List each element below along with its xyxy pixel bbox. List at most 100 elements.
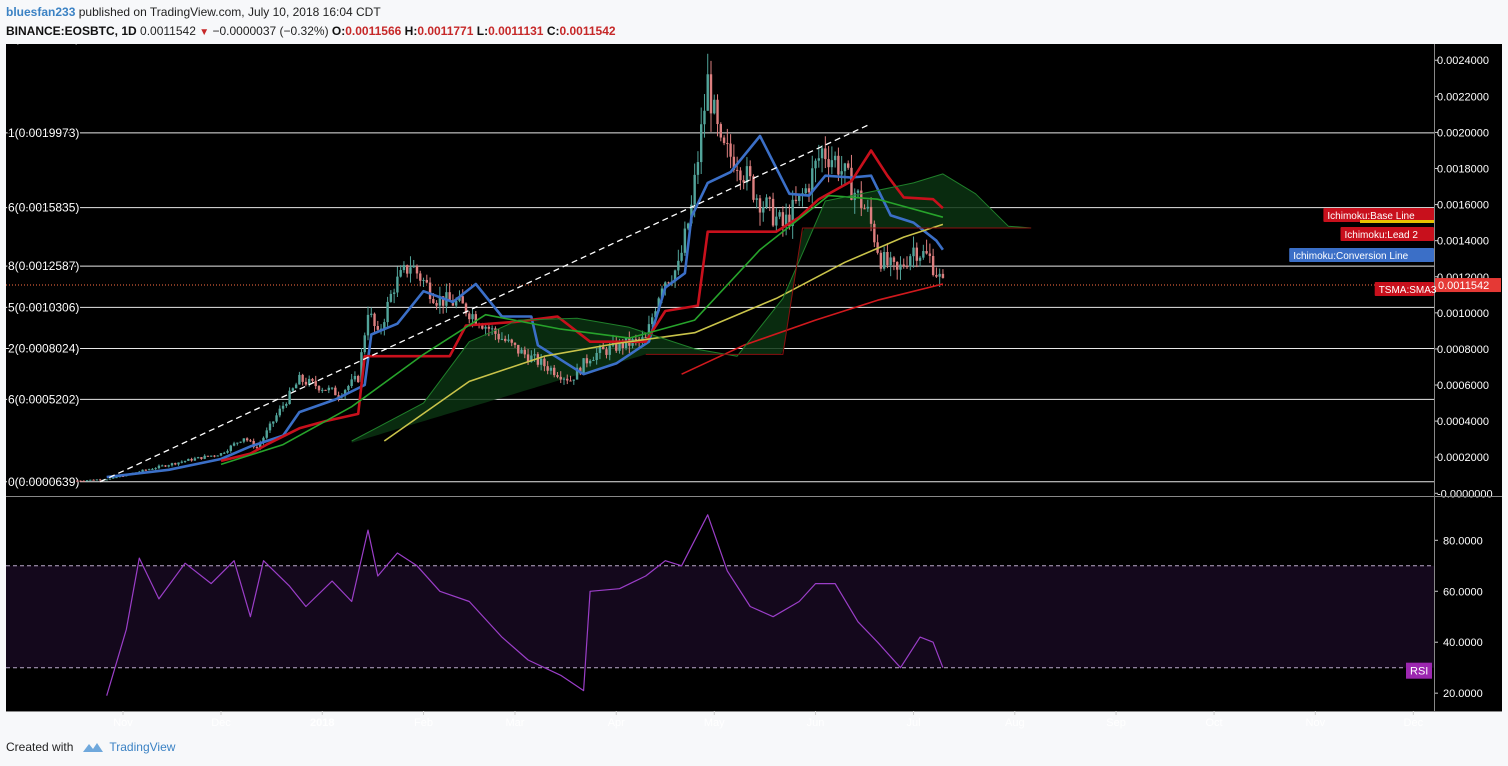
candle-body [497,333,500,340]
candle-body [634,339,638,341]
candle-body [210,455,213,457]
candle-body [353,375,357,380]
publish-info: bluesfan233 published on TradingView.com… [6,4,1502,20]
candle-body [572,379,575,381]
candle-body [847,163,850,168]
candle-body [745,166,749,183]
candle-body [690,204,693,224]
candle-body [794,199,798,202]
candle-body [468,313,471,320]
candle-body [758,198,762,213]
candle-body [765,197,768,207]
price-axis[interactable] [1434,44,1502,712]
candle-body [406,265,409,274]
price-tick-label-12: -0.0000000 [1437,488,1493,500]
candle-body [559,376,562,380]
candle-body [579,367,582,374]
time-label-10: Sep [1106,717,1126,729]
candle-body [843,163,847,172]
candle-body [373,313,376,327]
candle-body [308,378,311,385]
candle-body [255,447,259,449]
candle-body [618,341,621,351]
candle-body [543,358,546,367]
candle-body [824,148,827,160]
fib-label-5: 2(0.0008024) [8,342,79,356]
candle-body [523,349,526,355]
candle-body [360,352,363,383]
current-price-tag [1435,278,1501,293]
candle-body [683,228,687,253]
candle-body [700,124,703,163]
author-link[interactable]: bluesfan233 [6,5,76,19]
candle-body [735,169,739,171]
candle-body [539,358,543,365]
candle-body [141,469,144,472]
candle-body [151,468,154,470]
candle-body [304,381,308,385]
close-value: 0.0011542 [559,24,616,38]
candle-body [755,198,758,200]
candle-body [749,166,752,177]
candle-body [882,252,886,269]
rsi-tick-label-3: 20.0000 [1443,688,1483,700]
candle-body [840,171,843,175]
candle-body [817,158,820,161]
candle-body [853,192,856,200]
candle-body [732,156,736,170]
candle-body [170,463,174,466]
candle-body [216,455,219,457]
price-tick-label-10: 0.0004000 [1437,416,1489,428]
candle-body [941,273,945,278]
candle-body [392,292,396,294]
candle-body [660,288,664,299]
candle-body [164,465,167,467]
price-tick-label-11: 0.0002000 [1437,452,1489,464]
candle-body [95,479,99,481]
time-label-11: Oct [1206,717,1223,729]
series-line-5 [351,173,1032,442]
candle-body [716,99,719,125]
candle-body [229,445,232,451]
candle-body [686,223,690,229]
candle-body [474,314,477,324]
candle-body [801,193,804,195]
candle-body [464,303,468,314]
chart-canvas[interactable]: 2(0.0025232) 1(0.0019973) 6(0.0015835) 8(0.… [0,44,1508,738]
candle-body [324,389,327,391]
time-label-1: Dec [211,717,231,729]
candle-body [223,452,226,454]
sma-yellow-marker [1360,220,1434,223]
candle-body [232,443,236,446]
candle-body [837,155,840,175]
candle-body [327,387,330,391]
candle-body [850,167,853,200]
price-tick-label-7: 0.0010000 [1437,308,1489,320]
candle-body [909,256,912,267]
candle-body [455,300,458,306]
series-line-4 [681,283,944,375]
candle-body [703,110,706,125]
candle-body [288,390,291,404]
candle-body [275,415,278,422]
fib-label-0: 2(0.0025232) [8,44,79,45]
candle-body [350,379,353,387]
candle-body [899,264,902,270]
candle-body [366,314,370,336]
candle-body [268,423,272,431]
candle-body [814,160,817,169]
candle-body [76,480,79,482]
candle-body [833,155,837,161]
rsi-tick-label-2: 40.0000 [1443,637,1483,649]
candle-body [180,461,183,463]
candle-body [762,206,765,213]
candlesticks [76,53,945,482]
last-price: 0.0011542 [140,24,196,38]
time-label-2: 2018 [310,717,334,729]
candle-body [667,282,670,284]
candle-body [696,162,700,175]
candle-body [791,199,794,226]
candle-body [530,355,533,363]
tradingview-logo[interactable]: TradingView [81,740,175,754]
candle-body [811,168,814,193]
